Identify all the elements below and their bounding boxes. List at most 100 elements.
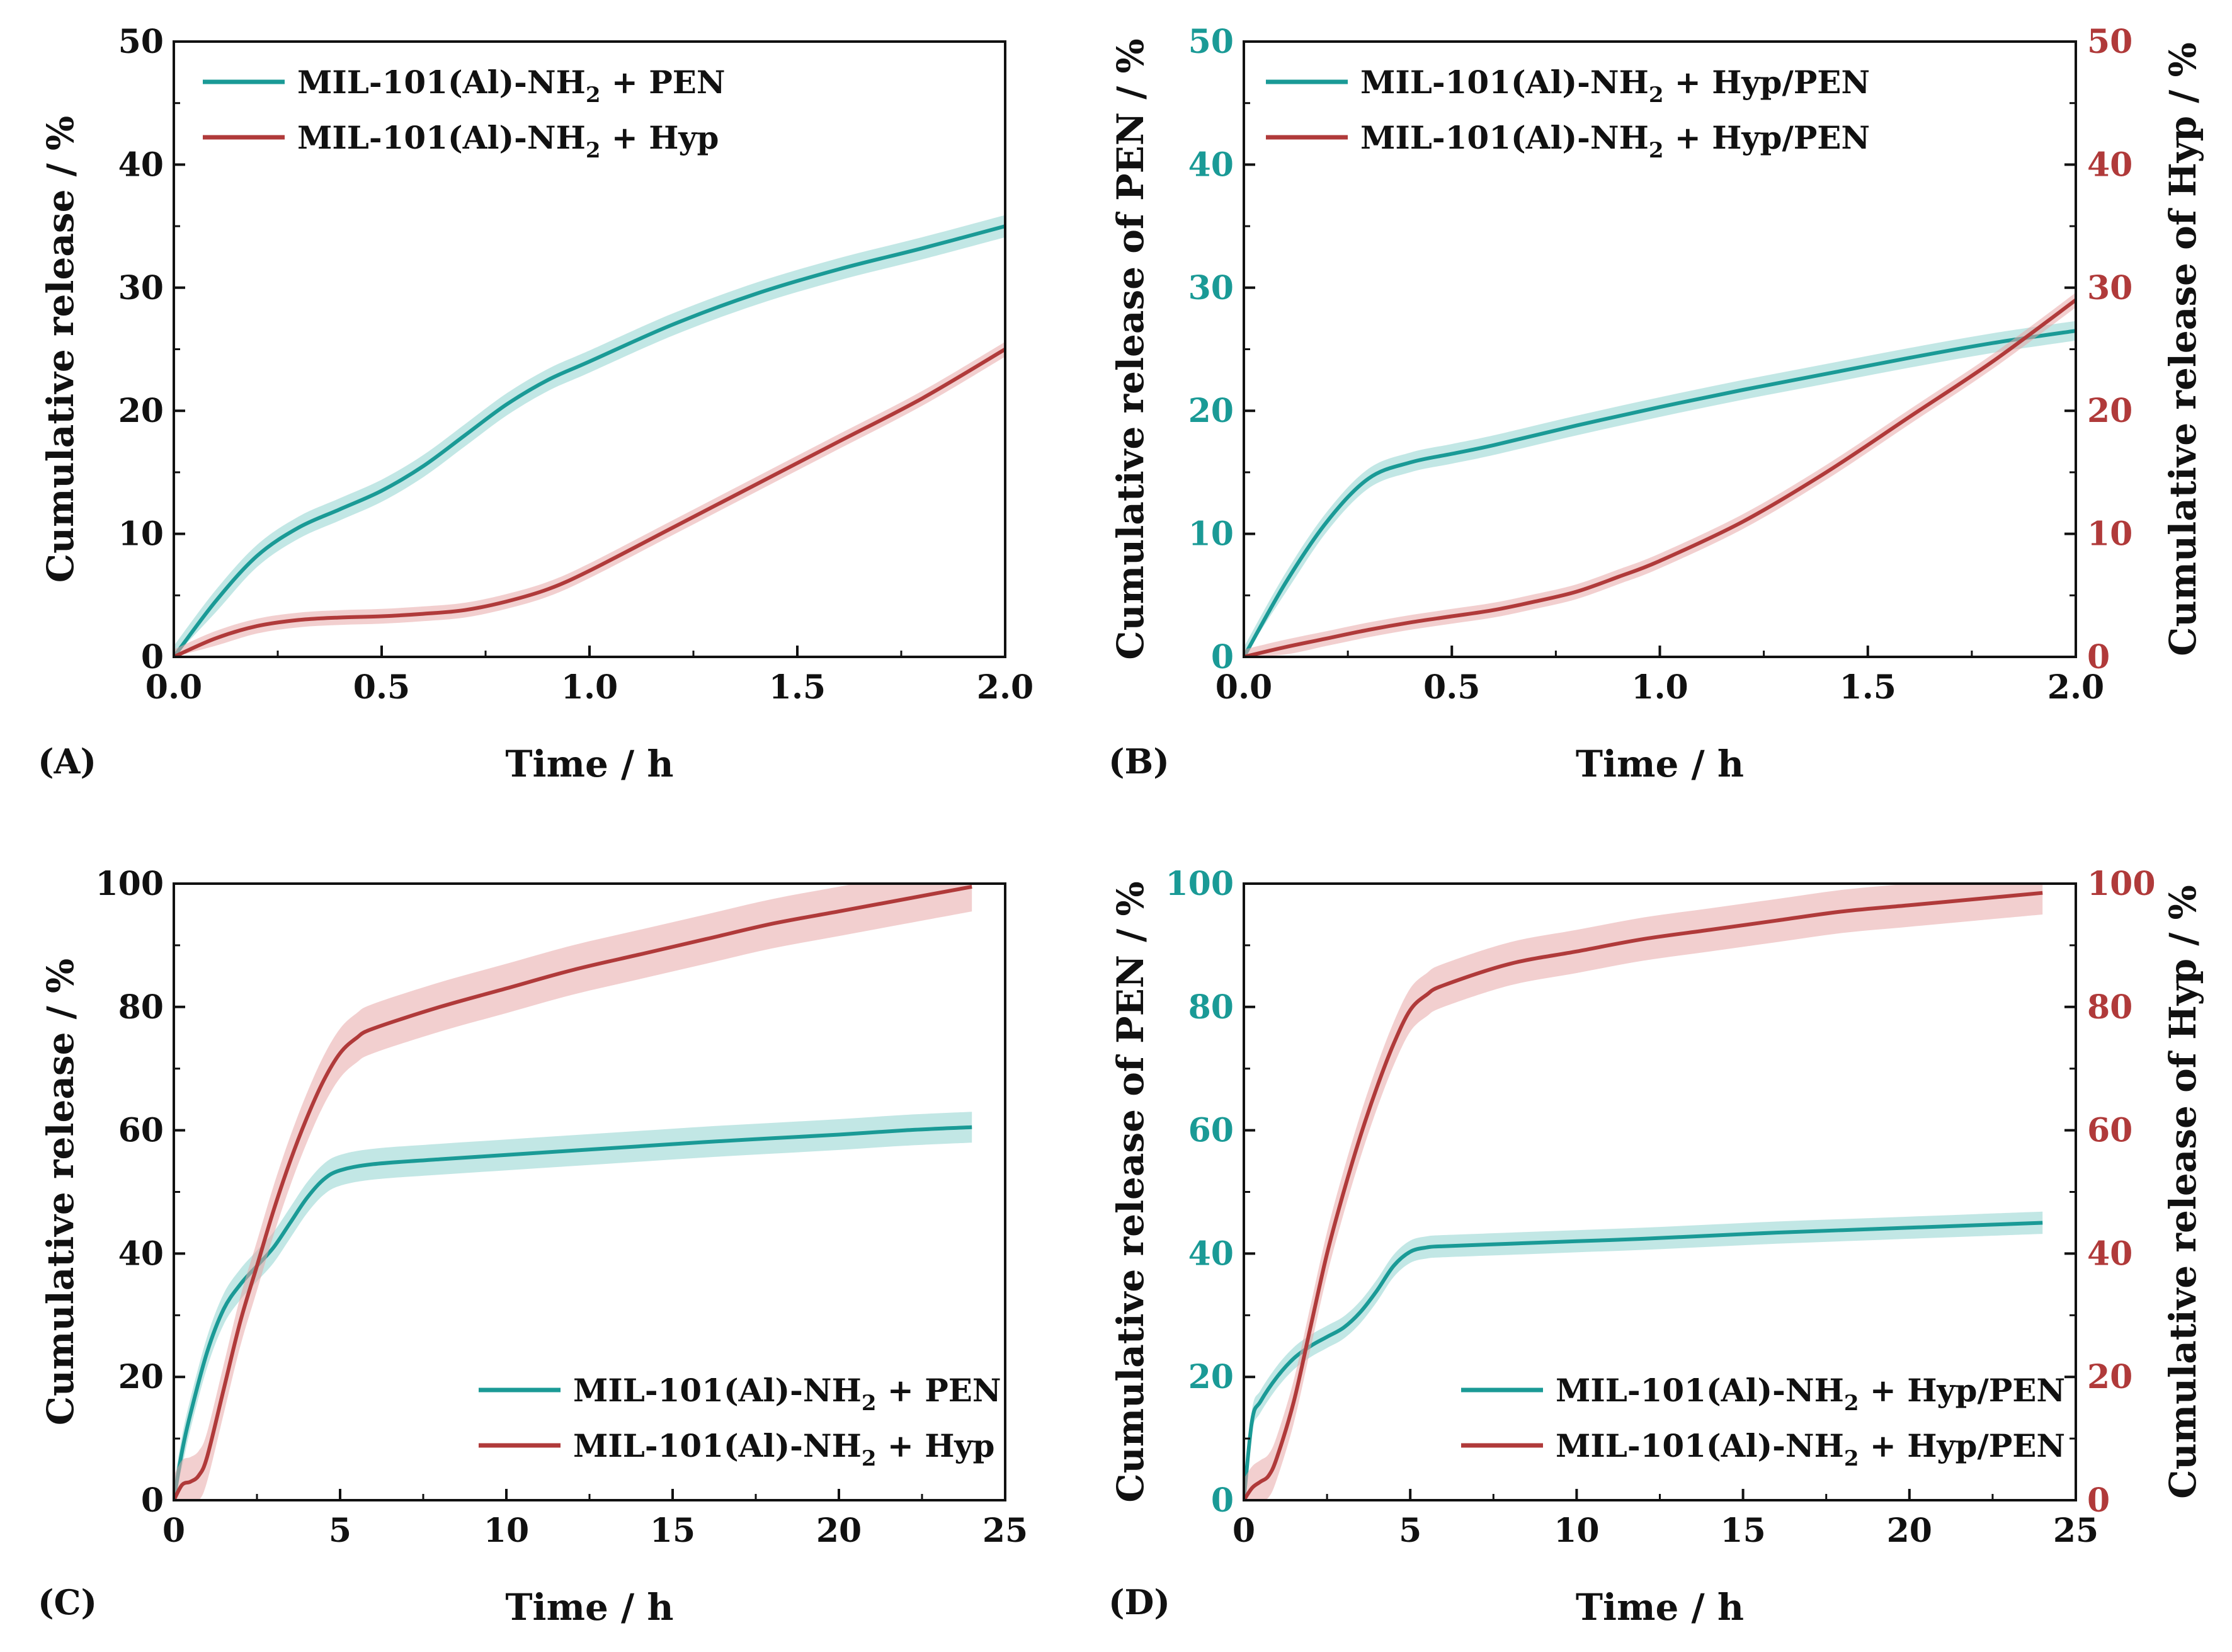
series-line-2 <box>174 884 972 1500</box>
panel-c: 0 5 10 15 20 25 0 20 40 60 80 100 Time / h Cumulative… <box>38 865 1028 1629</box>
plot-area <box>1244 292 2076 657</box>
y-tick-label: 80 <box>118 988 164 1027</box>
legend-entry: MIL-101(Al)-NH2 + PEN <box>297 64 726 108</box>
panel-label: (A) <box>38 741 96 782</box>
y-right-tick-label: 60 <box>2087 1112 2132 1150</box>
y-tick-label: 100 <box>95 865 164 903</box>
y-tick-label: 20 <box>1188 392 1234 430</box>
x-tick-label: 5 <box>329 1512 351 1550</box>
series-band-2 <box>174 341 1005 657</box>
y-right-tick-label: 20 <box>2087 392 2132 430</box>
x-tick-label: 0 <box>1233 1512 1255 1550</box>
x-axis-title: Time / h <box>505 743 673 785</box>
y-axis-title: Cumulative release / % <box>39 116 82 583</box>
y-right-tick-label: 40 <box>2087 145 2132 184</box>
plot-area <box>1244 884 2043 1500</box>
panel-label: (C) <box>38 1582 97 1622</box>
legend-entry: MIL-101(Al)-NH2 + PEN <box>573 1372 1001 1416</box>
x-tick-label: 10 <box>1554 1512 1599 1550</box>
x-axis-title: Time / h <box>1576 743 1744 785</box>
series-line-1 <box>174 224 1005 657</box>
y-right-tick-label: 30 <box>2087 269 2132 307</box>
y-tick-label: 60 <box>1188 1112 1234 1150</box>
series-line-1 <box>174 1125 972 1500</box>
y-tick-label: 40 <box>1188 1234 1234 1273</box>
y-axis-title: Cumulative release of PEN / % <box>1109 38 1152 659</box>
y-tick-label: 10 <box>1188 515 1234 554</box>
x-tick-label: 0.0 <box>145 668 202 707</box>
series-line-2 <box>1244 298 2076 657</box>
series-line-1 <box>1244 329 2076 657</box>
y-right-tick-label: 40 <box>2087 1234 2132 1273</box>
y-tick-label: 30 <box>118 269 164 307</box>
panel-label: (B) <box>1108 741 1170 782</box>
x-tick-label: 2.0 <box>2047 668 2104 707</box>
legend-entry: MIL-101(Al)-NH2 + Hyp <box>297 119 719 163</box>
x-tick-label: 25 <box>982 1512 1028 1550</box>
y-tick-label: 40 <box>1188 145 1234 184</box>
y-tick-label: 50 <box>1188 23 1234 61</box>
series-line-1 <box>1244 1221 2043 1500</box>
plot-area <box>174 215 1005 657</box>
panel-label: (D) <box>1108 1582 1170 1622</box>
legend-entry: MIL-101(Al)-NH2 + Hyp <box>573 1427 994 1471</box>
x-tick-label: 0.5 <box>1423 668 1480 707</box>
x-tick-label: 20 <box>816 1512 862 1550</box>
x-tick-label: 15 <box>1720 1512 1765 1550</box>
legend-entry: MIL-101(Al)-NH2 + Hyp/PEN <box>1360 64 1870 108</box>
x-tick-label: 10 <box>484 1512 529 1550</box>
series-band-1 <box>174 215 1005 657</box>
x-tick-label: 1.0 <box>1631 668 1688 707</box>
y-right-axis-title: Cumulative release of Hyp / % <box>2161 42 2204 656</box>
y-tick-label: 20 <box>1188 1358 1234 1396</box>
y-tick-label: 100 <box>1165 865 1234 903</box>
y-tick-label: 80 <box>1188 988 1234 1027</box>
y-axis-title: Cumulative release of PEN / % <box>1109 881 1152 1502</box>
series-line-2 <box>1244 891 2043 1500</box>
x-tick-label: 0 <box>162 1512 185 1550</box>
x-tick-label: 25 <box>2053 1512 2098 1550</box>
y-tick-label: 40 <box>118 145 164 184</box>
plot-area <box>174 884 972 1500</box>
panel-b: 0.0 0.5 1.0 1.5 2.00102030405001020304050Tim… <box>1108 23 2204 785</box>
x-tick-label: 2.0 <box>977 668 1033 707</box>
y-tick-label: 0 <box>141 1481 164 1520</box>
x-tick-label: 15 <box>650 1512 695 1550</box>
y-tick-label: 30 <box>1188 269 1234 307</box>
y-tick-label: 60 <box>118 1112 164 1150</box>
y-right-tick-label: 0 <box>2087 1481 2110 1520</box>
series-band-1 <box>1244 321 2076 657</box>
legend-entry: MIL-101(Al)-NH2 + Hyp/PEN <box>1556 1427 2065 1471</box>
x-axis-title: Time / h <box>1576 1586 1744 1629</box>
y-right-tick-label: 10 <box>2087 515 2132 554</box>
x-tick-label: 1.0 <box>561 668 618 707</box>
legend-entry: MIL-101(Al)-NH2 + Hyp/PEN <box>1360 119 1870 163</box>
y-right-tick-label: 80 <box>2087 988 2132 1027</box>
y-right-tick-label: 0 <box>2087 638 2110 676</box>
y-right-tick-label: 20 <box>2087 1358 2132 1396</box>
y-tick-label: 0 <box>1211 1481 1234 1520</box>
x-tick-label: 20 <box>1887 1512 1932 1550</box>
legend-entry: MIL-101(Al)-NH2 + Hyp/PEN <box>1556 1372 2065 1416</box>
y-right-axis-title: Cumulative release of Hyp / % <box>2161 885 2204 1498</box>
y-axis-title: Cumulative release / % <box>39 959 82 1425</box>
y-tick-label: 20 <box>118 392 164 430</box>
series-band-2 <box>174 884 972 1500</box>
y-tick-label: 20 <box>118 1358 164 1396</box>
y-tick-label: 50 <box>118 23 164 61</box>
x-tick-label: 1.5 <box>1840 668 1896 707</box>
y-tick-label: 0 <box>1211 638 1234 676</box>
y-tick-label: 40 <box>118 1234 164 1273</box>
x-tick-label: 0.0 <box>1216 668 1272 707</box>
y-tick-label: 0 <box>141 638 164 676</box>
y-tick-label: 10 <box>118 515 164 554</box>
y-right-tick-label: 100 <box>2087 865 2156 903</box>
x-tick-label: 5 <box>1399 1512 1421 1550</box>
series-line-2 <box>174 347 1005 657</box>
panel-a: 0.0 0.5 1.0 1.5 2.0 0 10 20 30 40 50 Time / h Cumula… <box>38 23 1033 785</box>
y-right-tick-label: 50 <box>2087 23 2132 61</box>
x-axis-title: Time / h <box>505 1586 673 1629</box>
x-tick-label: 0.5 <box>353 668 410 707</box>
